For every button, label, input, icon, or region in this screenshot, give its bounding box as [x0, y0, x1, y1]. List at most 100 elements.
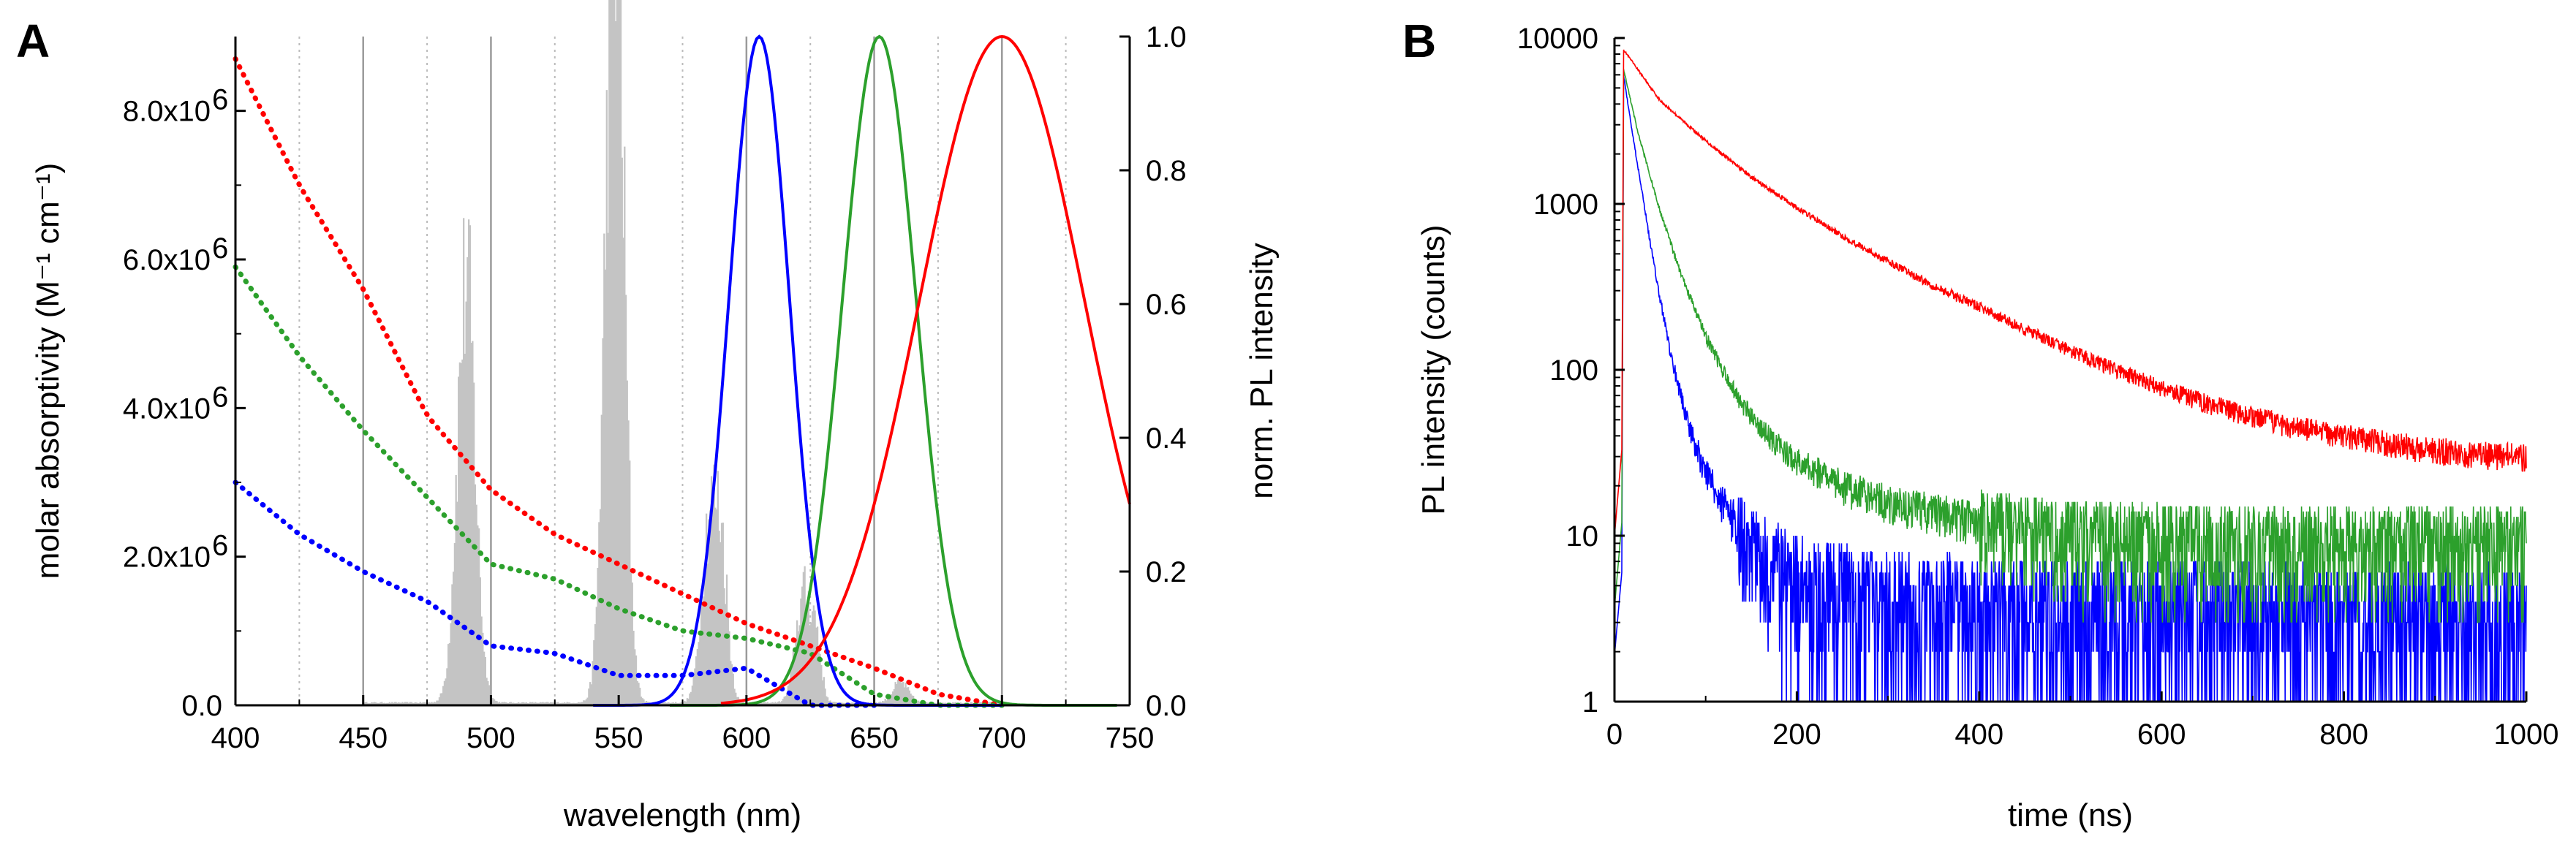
gray-spectrum-bar — [735, 692, 737, 705]
gray-spectrum-bar — [484, 656, 486, 705]
gray-spectrum-bar — [510, 702, 512, 705]
gray-spectrum-bar — [816, 626, 819, 705]
gray-spectrum-bar — [766, 702, 768, 705]
gray-spectrum-bar — [474, 484, 477, 705]
y-right-tick-label: 1.0 — [1146, 21, 1187, 53]
gray-spectrum-bar — [641, 698, 643, 705]
gray-spectrum-bar — [798, 625, 801, 705]
gray-spectrum-bar — [418, 702, 420, 705]
gray-spectrum-bar — [814, 610, 816, 705]
gray-spectrum-bar — [607, 232, 609, 705]
gray-spectrum-bar — [639, 687, 641, 705]
gray-spectrum-bar — [593, 640, 595, 705]
gray-spectrum-bar — [520, 702, 522, 705]
gray-spectrum-bar — [513, 702, 515, 705]
gray-spectrum-bar — [511, 702, 513, 705]
gray-spectrum-bar — [725, 574, 728, 705]
gray-spectrum-bar — [382, 702, 385, 705]
gray-spectrum-bar — [415, 702, 418, 705]
gray-spectrum-bar — [645, 700, 648, 705]
gray-spectrum-bar — [703, 596, 705, 705]
gray-spectrum-bar — [684, 700, 686, 705]
gray-spectrum-bar — [809, 625, 811, 705]
gray-spectrum-bar — [507, 702, 510, 705]
gray-spectrum-bar — [884, 699, 886, 705]
gray-spectrum-bar — [634, 649, 636, 705]
gray-spectrum-bar — [496, 701, 498, 705]
gray-spectrum-bar — [586, 697, 589, 705]
gray-spectrum-bar — [521, 702, 524, 705]
gray-spectrum-bar — [758, 702, 760, 705]
gray-spectrum-bar — [539, 702, 542, 705]
y-right-axis-title: norm. PL intensity — [1244, 243, 1280, 499]
gray-spectrum-bar — [573, 702, 576, 705]
gray-spectrum-bar — [883, 701, 885, 705]
gray-spectrum-bar — [635, 655, 638, 705]
gray-spectrum-bar — [434, 702, 437, 705]
gray-spectrum-bar — [561, 702, 563, 705]
y-left-tick-label: 0.0 — [181, 690, 222, 722]
gray-spectrum-bar — [480, 616, 483, 705]
gray-spectrum-bar — [782, 699, 785, 705]
absorption-series-1 — [233, 264, 1005, 708]
gray-spectrum-bar — [790, 669, 792, 705]
gray-spectrum-bar — [714, 507, 717, 705]
x-tick-label: 200 — [1772, 718, 1821, 751]
gray-spectrum-bar — [446, 668, 448, 705]
gray-spectrum-bar — [858, 702, 861, 705]
gray-spectrum-bar — [588, 688, 590, 705]
gray-spectrum-bar — [366, 702, 368, 705]
gray-spectrum-bar — [475, 504, 477, 705]
gray-spectrum-bar — [547, 702, 549, 705]
y-right-tick-label: 0.6 — [1146, 289, 1187, 321]
gray-spectrum-bar — [720, 523, 723, 705]
y-left-tick-exponent: 6 — [212, 84, 228, 116]
y-left-tick-label: 6.0x10 — [123, 244, 211, 276]
gray-spectrum-bar — [465, 301, 467, 705]
gray-spectrum-bar — [482, 632, 484, 705]
gray-spectrum-bar — [773, 702, 775, 705]
x-tick-label: 500 — [467, 722, 515, 754]
gray-spectrum-bar — [578, 702, 581, 705]
gray-spectrum-bar — [410, 702, 412, 705]
gray-spectrum-bar — [609, 0, 612, 706]
gray-spectrum-bar — [592, 661, 594, 705]
gray-spectrum-bar — [396, 702, 399, 705]
gray-spectrum-bar — [501, 702, 503, 705]
gray-spectrum-bar — [433, 702, 436, 705]
gray-spectrum-bar — [543, 702, 545, 705]
gray-spectrum-bar — [395, 702, 397, 705]
gray-spectrum-bar — [624, 295, 627, 705]
y-axis-title: PL intensity (counts) — [1416, 225, 1451, 515]
gray-spectrum-bar — [619, 0, 622, 705]
gray-spectrum-bar — [658, 702, 660, 705]
gray-spectrum-bar — [477, 525, 479, 705]
gray-spectrum-bar — [594, 623, 597, 705]
gray-spectrum-bar — [989, 702, 992, 705]
gray-spectrum-bar — [624, 146, 626, 706]
gray-spectrum-bar — [391, 702, 393, 705]
gray-spectrum-bar — [614, 21, 617, 705]
gray-spectrum-bar — [414, 702, 416, 705]
gray-spectrum-bar — [453, 572, 455, 705]
gray-spectrum-bar — [400, 702, 402, 705]
gray-spectrum-bar — [665, 702, 668, 705]
gray-spectrum-bar — [663, 702, 665, 705]
y-right-tick-label: 0.0 — [1146, 690, 1187, 722]
y-left-tick-exponent: 6 — [212, 232, 228, 265]
gray-spectrum-bar — [692, 672, 695, 705]
gray-spectrum-bar — [675, 702, 677, 705]
gray-spectrum-bar — [523, 702, 525, 705]
gray-spectrum-bar — [429, 702, 431, 705]
gray-spectrum-bar — [791, 662, 793, 705]
gray-spectrum-bar — [378, 702, 380, 705]
gray-spectrum-bar — [535, 702, 537, 705]
gray-spectrum-bar — [603, 233, 605, 706]
gray-spectrum-bar — [910, 693, 912, 705]
gray-spectrum-bar — [682, 702, 684, 705]
gray-spectrum-bar — [420, 702, 423, 705]
gray-spectrum-bar — [477, 528, 480, 705]
gray-spectrum-bar — [569, 702, 571, 705]
gray-spectrum-bar — [776, 702, 778, 705]
